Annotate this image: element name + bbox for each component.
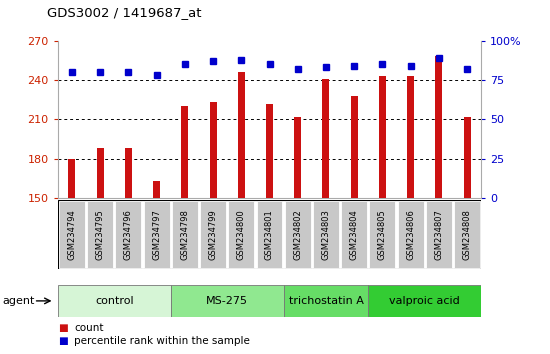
Text: GSM234801: GSM234801 — [265, 209, 274, 260]
Text: percentile rank within the sample: percentile rank within the sample — [74, 336, 250, 346]
Text: GSM234794: GSM234794 — [67, 209, 76, 260]
Bar — [256, 201, 283, 268]
Bar — [398, 201, 424, 268]
Bar — [407, 76, 414, 198]
Text: GSM234798: GSM234798 — [180, 209, 189, 260]
Bar — [59, 201, 85, 268]
Bar — [454, 201, 480, 268]
Text: MS-275: MS-275 — [206, 296, 248, 306]
Bar — [182, 106, 188, 198]
Text: GSM234800: GSM234800 — [236, 209, 246, 260]
Text: GSM234795: GSM234795 — [96, 209, 104, 260]
Text: GSM234804: GSM234804 — [350, 209, 359, 260]
Bar — [426, 201, 452, 268]
Bar — [436, 56, 442, 198]
Text: count: count — [74, 324, 104, 333]
Bar — [87, 201, 113, 268]
Text: GSM234805: GSM234805 — [378, 209, 387, 260]
Bar — [144, 201, 169, 268]
Bar — [200, 201, 226, 268]
Text: agent: agent — [3, 296, 35, 306]
Bar — [464, 117, 471, 198]
Bar — [68, 159, 75, 198]
Text: GDS3002 / 1419687_at: GDS3002 / 1419687_at — [47, 6, 201, 19]
Text: GSM234803: GSM234803 — [321, 209, 331, 260]
Text: GSM234797: GSM234797 — [152, 209, 161, 260]
Bar — [294, 117, 301, 198]
Text: GSM234802: GSM234802 — [293, 209, 303, 260]
Bar — [322, 79, 329, 198]
Text: trichostatin A: trichostatin A — [289, 296, 364, 306]
Bar — [284, 285, 368, 317]
Text: GSM234808: GSM234808 — [463, 209, 472, 260]
Bar — [238, 72, 245, 198]
Text: GSM234806: GSM234806 — [406, 209, 415, 260]
Text: control: control — [95, 296, 134, 306]
Text: ■: ■ — [58, 324, 68, 333]
Bar — [210, 102, 217, 198]
Bar — [351, 96, 358, 198]
Text: GSM234799: GSM234799 — [208, 209, 218, 260]
Text: valproic acid: valproic acid — [389, 296, 460, 306]
Bar — [58, 285, 170, 317]
Text: ■: ■ — [58, 336, 68, 346]
Bar — [153, 181, 160, 198]
Bar — [341, 201, 367, 268]
Text: GSM234807: GSM234807 — [434, 209, 443, 260]
Bar — [313, 201, 339, 268]
Bar — [125, 148, 132, 198]
Text: GSM234796: GSM234796 — [124, 209, 133, 260]
Bar — [172, 201, 198, 268]
Bar — [368, 285, 481, 317]
Bar — [379, 76, 386, 198]
Bar — [266, 104, 273, 198]
Bar — [97, 148, 103, 198]
Bar — [116, 201, 141, 268]
Bar — [170, 285, 284, 317]
Bar — [370, 201, 395, 268]
Bar — [285, 201, 311, 268]
Bar — [228, 201, 254, 268]
